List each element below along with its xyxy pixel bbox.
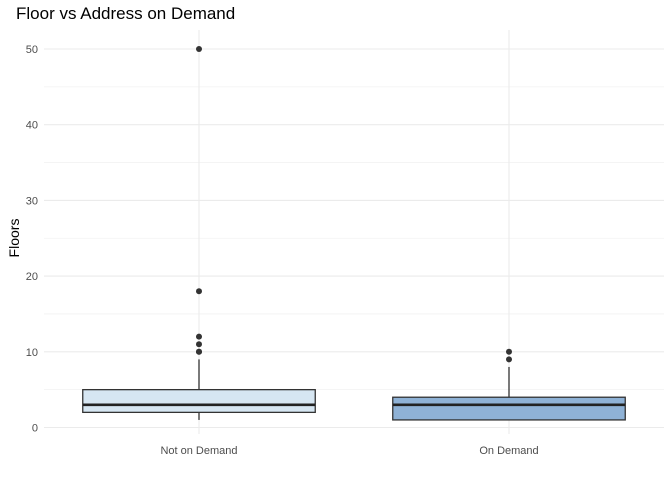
x-axis-ticks: Not on Demand On Demand (160, 445, 538, 457)
box-iqr (82, 388, 316, 414)
outlier-point (196, 46, 202, 52)
box-1 (82, 46, 316, 420)
box-iqr (392, 396, 626, 421)
y-axis-ticks: 0 10 20 30 40 50 (26, 44, 38, 435)
y-tick-label: 30 (26, 195, 38, 207)
y-tick-label: 10 (26, 347, 38, 359)
chart-title: Floor vs Address on Demand (16, 4, 236, 23)
y-tick-label: 0 (32, 423, 38, 435)
outlier-point (506, 356, 512, 363)
outlier-point (196, 288, 202, 295)
outlier-point (506, 348, 512, 355)
grid-lines (44, 30, 664, 434)
box-2 (392, 348, 626, 421)
outlier-point (196, 348, 202, 355)
x-tick-label: On Demand (479, 445, 538, 457)
y-tick-label: 20 (26, 271, 38, 283)
outlier-point (196, 341, 202, 348)
y-tick-label: 40 (26, 120, 38, 132)
outlier-point (196, 333, 202, 340)
x-tick-label: Not on Demand (160, 445, 237, 457)
boxes (82, 46, 626, 421)
y-tick-label: 50 (26, 44, 38, 56)
